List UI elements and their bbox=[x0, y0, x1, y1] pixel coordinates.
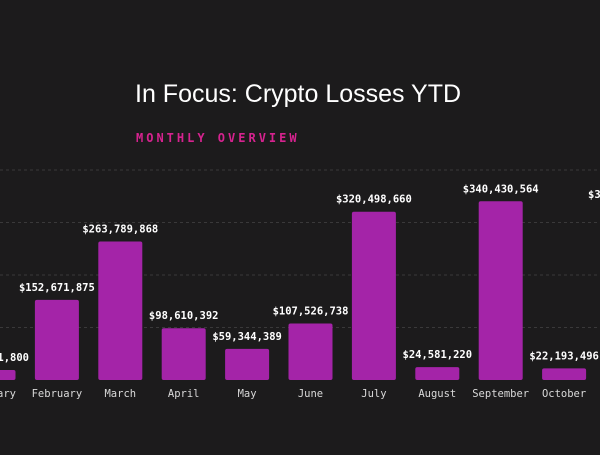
value-label: $59,344,389 bbox=[212, 331, 282, 343]
value-label: $98,610,392 bbox=[149, 310, 219, 322]
bar bbox=[34, 299, 79, 380]
bar bbox=[351, 211, 396, 380]
x-tick-label: June bbox=[298, 388, 323, 400]
x-tick-label: March bbox=[104, 388, 136, 400]
value-label: $107,526,738 bbox=[273, 306, 349, 318]
bar bbox=[0, 369, 16, 380]
x-tick-label: April bbox=[168, 388, 200, 400]
x-tick-label: October bbox=[542, 388, 586, 400]
chart-subtitle: MONTHLY OVERVIEW bbox=[136, 131, 300, 145]
x-tick-label: September bbox=[472, 388, 529, 400]
value-label: $263,789,868 bbox=[82, 224, 158, 236]
value-label: $3 bbox=[588, 189, 600, 201]
x-tick-label: May bbox=[238, 388, 257, 400]
x-tick-label: February bbox=[32, 388, 83, 400]
bar bbox=[415, 367, 460, 380]
bar bbox=[225, 348, 270, 380]
bar bbox=[98, 241, 143, 380]
bar bbox=[161, 328, 206, 380]
bar bbox=[478, 201, 523, 380]
bar bbox=[288, 323, 333, 380]
value-label: 1,800 bbox=[0, 352, 29, 364]
x-tick-label: August bbox=[418, 388, 456, 400]
value-label: $340,430,564 bbox=[463, 183, 539, 195]
value-label: $320,498,660 bbox=[336, 194, 412, 206]
x-tick-label: July bbox=[361, 388, 386, 400]
bar bbox=[542, 368, 587, 380]
value-label: $152,671,875 bbox=[19, 282, 95, 294]
value-label: $22,193,496 bbox=[529, 350, 599, 362]
value-label: $24,581,220 bbox=[403, 349, 473, 361]
x-tick-label: ary bbox=[0, 388, 16, 400]
chart-title: In Focus: Crypto Losses YTD bbox=[135, 80, 461, 108]
